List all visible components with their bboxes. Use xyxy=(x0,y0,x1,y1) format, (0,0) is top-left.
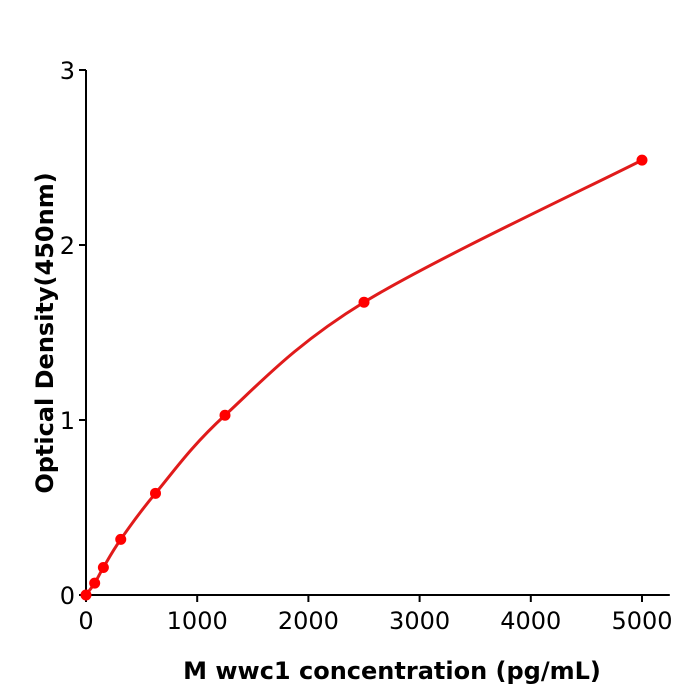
data-point xyxy=(115,533,127,545)
y-tick-label: 0 xyxy=(60,582,75,610)
x-tick-label: 4000 xyxy=(500,607,561,635)
data-points xyxy=(80,154,648,601)
data-point xyxy=(219,409,231,421)
data-point xyxy=(97,562,109,574)
x-tick-label: 1000 xyxy=(167,607,228,635)
data-point xyxy=(150,487,161,499)
axes: 0 1000 2000 3000 4000 5000 0 1 2 3 xyxy=(60,57,673,635)
y-tick-label: 3 xyxy=(60,57,75,85)
x-tick-label: 3000 xyxy=(389,607,450,635)
x-tick-label: 5000 xyxy=(611,607,672,635)
x-tick-label: 0 xyxy=(78,607,93,635)
x-axis-label: M wwc1 concentration (pg/mL) xyxy=(183,657,601,685)
y-tick-label: 1 xyxy=(60,407,75,435)
fit-curve xyxy=(84,158,643,596)
data-point xyxy=(358,296,370,308)
x-tick-label: 2000 xyxy=(278,607,339,635)
data-point xyxy=(89,577,101,589)
data-point xyxy=(80,589,92,601)
y-tick-label: 2 xyxy=(60,232,75,260)
y-axis-label: Optical Density(450nm) xyxy=(31,172,59,493)
data-point xyxy=(636,154,648,166)
